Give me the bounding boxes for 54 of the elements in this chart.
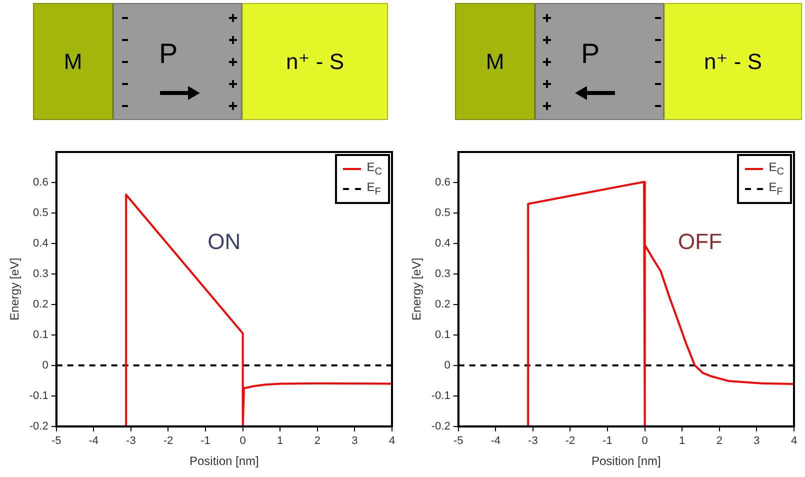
metal-layer: M bbox=[33, 3, 113, 120]
legend-label: E$_{F}$ bbox=[768, 180, 783, 198]
y-tick-label: 0 bbox=[42, 359, 48, 372]
y-tick-label: 0.5 bbox=[435, 207, 450, 220]
y-tick-label: -0.2 bbox=[29, 420, 48, 432]
y-tick-label: 0.2 bbox=[435, 298, 450, 310]
x-tick-label: 3 bbox=[352, 435, 358, 448]
x-tick-label: -1 bbox=[602, 435, 612, 448]
x-tick-label: 0 bbox=[642, 435, 648, 448]
x-tick-label: -2 bbox=[163, 435, 174, 448]
x-tick-label: -5 bbox=[453, 435, 464, 448]
y-tick-label: 0.6 bbox=[33, 176, 48, 189]
y-tick-label: 0.3 bbox=[435, 268, 450, 280]
legend-label: E$_{F}$ bbox=[366, 180, 381, 198]
y-tick-label: 0.4 bbox=[33, 238, 48, 250]
x-axis-title: Position [nm] bbox=[189, 454, 259, 468]
y-tick-label: 0.4 bbox=[435, 238, 450, 250]
x-tick-label: -4 bbox=[88, 435, 99, 448]
x-tick-label: -5 bbox=[51, 435, 62, 448]
annotation: ON bbox=[206, 228, 242, 255]
x-tick-label: -2 bbox=[565, 435, 576, 448]
legend-label: E$_{C}$ bbox=[366, 160, 382, 178]
x-tick-label: 3 bbox=[754, 435, 760, 448]
y-tick-label: -0.2 bbox=[431, 420, 450, 432]
y-tick-label: 0 bbox=[444, 359, 450, 372]
semiconductor-layer: n⁺ - S bbox=[242, 3, 388, 120]
y-tick-label: -0.1 bbox=[29, 390, 48, 402]
x-tick-label: 1 bbox=[277, 435, 284, 448]
y-tick-label: -0.1 bbox=[431, 390, 450, 402]
legend-label: E$_{C}$ bbox=[768, 160, 784, 178]
y-axis-title: Energy [eV] bbox=[410, 258, 424, 321]
x-tick-label: 4 bbox=[388, 435, 396, 448]
x-axis-title: Position [nm] bbox=[591, 454, 661, 468]
x-tick-label: -3 bbox=[126, 435, 136, 448]
x-tick-label: -1 bbox=[200, 435, 210, 448]
x-tick-label: 0 bbox=[240, 435, 246, 448]
x-tick-label: 2 bbox=[314, 435, 320, 448]
y-tick-label: 0.1 bbox=[33, 328, 48, 341]
semiconductor-layer: n⁺ - S bbox=[664, 3, 802, 120]
x-tick-label: -3 bbox=[528, 435, 538, 448]
x-tick-label: 2 bbox=[716, 435, 722, 448]
x-tick-label: 1 bbox=[679, 435, 686, 448]
y-tick-label: 0.6 bbox=[435, 176, 450, 189]
x-tick-label: -4 bbox=[490, 435, 501, 448]
x-tick-label: 4 bbox=[790, 435, 798, 448]
y-axis-title: Energy [eV] bbox=[8, 258, 22, 321]
annotation: OFF bbox=[677, 228, 724, 255]
y-tick-label: 0.2 bbox=[33, 298, 48, 310]
y-tick-label: 0.3 bbox=[33, 268, 48, 280]
metal-layer: M bbox=[455, 3, 535, 120]
text: P bbox=[581, 38, 600, 69]
y-tick-label: 0.5 bbox=[33, 207, 48, 220]
text: P bbox=[159, 38, 178, 69]
y-tick-label: 0.1 bbox=[435, 328, 450, 341]
